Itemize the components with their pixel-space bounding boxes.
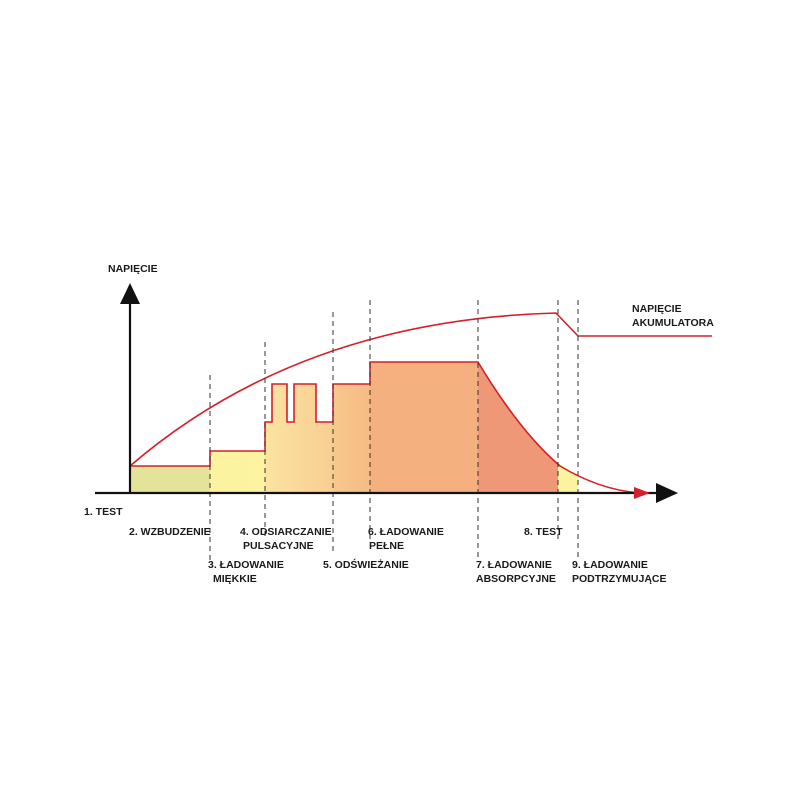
stage-4-label: 4. ODSIARCZANIE: [240, 526, 332, 538]
x-axis-arrow: [656, 483, 678, 503]
battery-voltage-label: AKUMULATORA: [632, 317, 714, 329]
stage-5-label: 5. ODŚWIEŻANIE: [323, 558, 409, 571]
region-pulse: [265, 384, 333, 493]
stage-6-label: 6. ŁADOWANIE: [368, 526, 444, 538]
stage-2-label: 2. WZBUDZENIE: [129, 526, 211, 538]
battery-voltage-label: NAPIĘCIE: [632, 303, 682, 315]
stage-7-label: ABSORPCYJNE: [476, 573, 556, 585]
stage-8-label: 8. TEST: [524, 526, 563, 538]
curve-end-arrow: [634, 487, 650, 499]
region-refresh: [333, 384, 370, 493]
stage-9-label: PODTRZYMUJĄCE: [572, 573, 667, 585]
stage-9-label: 9. ŁADOWANIE: [572, 559, 648, 571]
region-excitation: [210, 451, 265, 493]
stage-6-label: PEŁNE: [369, 540, 404, 552]
region-float: [558, 463, 578, 493]
charge-step-line: [130, 361, 641, 494]
stage-3-label: MIĘKKIE: [213, 573, 257, 585]
region-test: [130, 466, 210, 493]
y-axis-arrow: [120, 283, 140, 304]
y-axis-label: NAPIĘCIE: [108, 263, 158, 275]
battery-voltage-curve: [129, 312, 712, 467]
stage-guide-lines: [209, 300, 579, 560]
stage-7-label: 7. ŁADOWANIE: [476, 559, 552, 571]
stage-4-label: PULSACYJNE: [243, 540, 314, 552]
stage-1-label: 1. TEST: [84, 506, 123, 518]
stage-3-label: 3. ŁADOWANIE: [208, 559, 284, 571]
region-full: [370, 362, 478, 493]
